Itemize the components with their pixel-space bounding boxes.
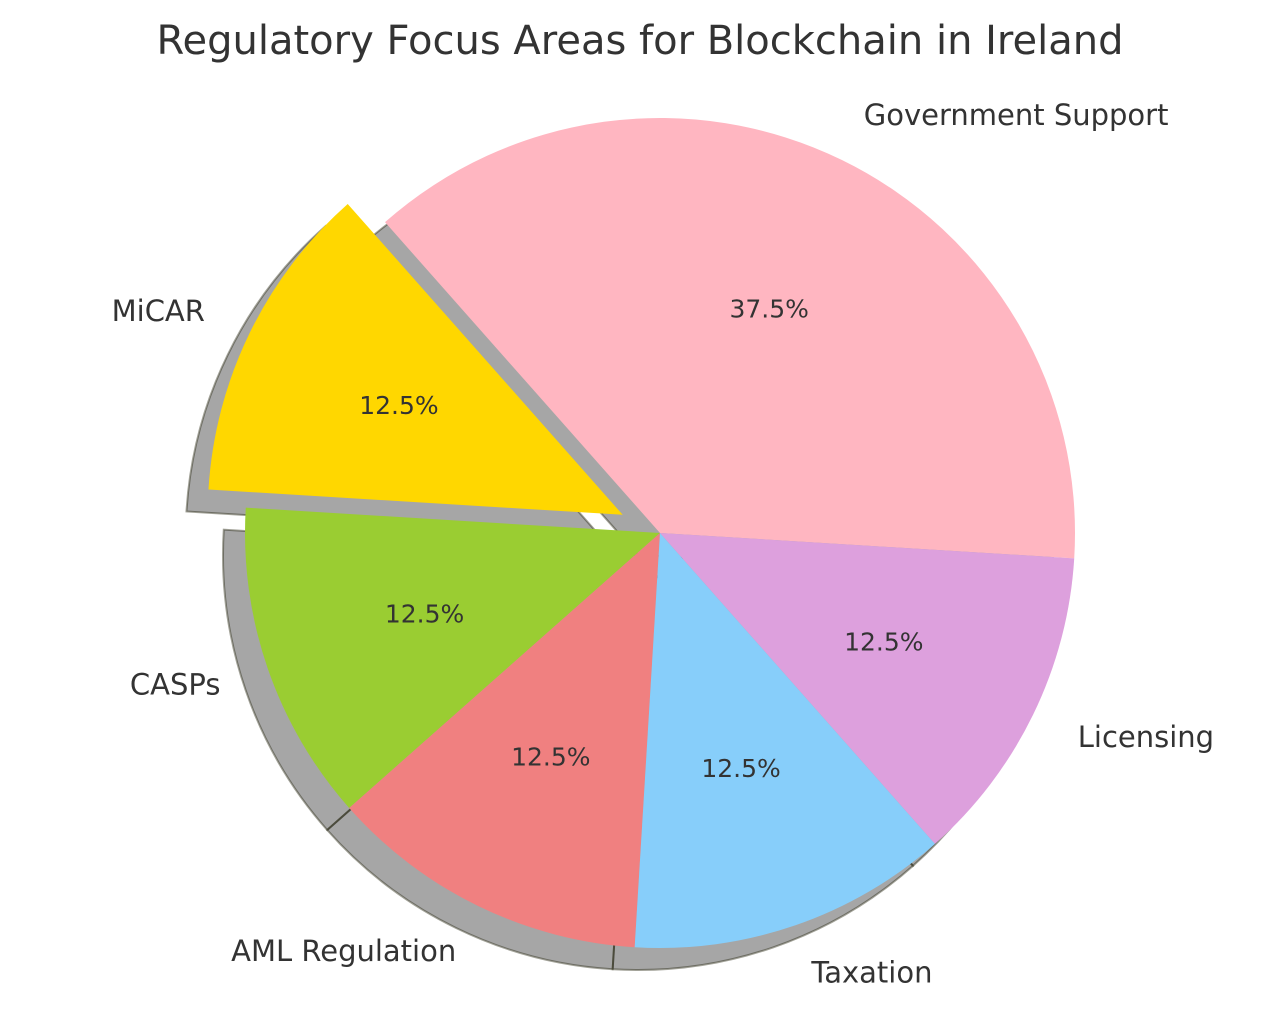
slice-label-licensing: Licensing xyxy=(1078,720,1214,754)
pie-label-layer: Government Support 37.5% MiCAR 12.5% CASPs 12… xyxy=(112,98,1214,989)
pie-slice-layer xyxy=(208,118,1076,948)
slice-pct-micar: 12.5% xyxy=(359,391,438,420)
pie-slice-micar xyxy=(208,203,623,515)
slice-pct-casps: 12.5% xyxy=(385,600,464,629)
pie-slice-licensing xyxy=(660,533,1075,844)
slice-label-casps: CASPs xyxy=(130,667,221,701)
pie-slice-casps xyxy=(245,507,661,808)
pie-slice-aml-regulation xyxy=(349,533,660,948)
slice-label-taxation: Taxation xyxy=(810,955,932,989)
slice-pct-government-support: 37.5% xyxy=(729,295,808,324)
slice-pct-aml-regulation: 12.5% xyxy=(511,742,590,771)
slice-label-aml-regulation: AML Regulation xyxy=(231,934,456,968)
pie-slice-taxation xyxy=(634,533,935,948)
slice-label-government-support: Government Support xyxy=(864,98,1169,132)
slice-label-micar: MiCAR xyxy=(112,294,205,328)
chart-title: Regulatory Focus Areas for Blockchain in… xyxy=(157,18,1124,64)
slice-pct-taxation: 12.5% xyxy=(701,754,780,783)
pie-slice-government-support xyxy=(385,118,1076,559)
slice-pct-licensing: 12.5% xyxy=(844,628,923,657)
